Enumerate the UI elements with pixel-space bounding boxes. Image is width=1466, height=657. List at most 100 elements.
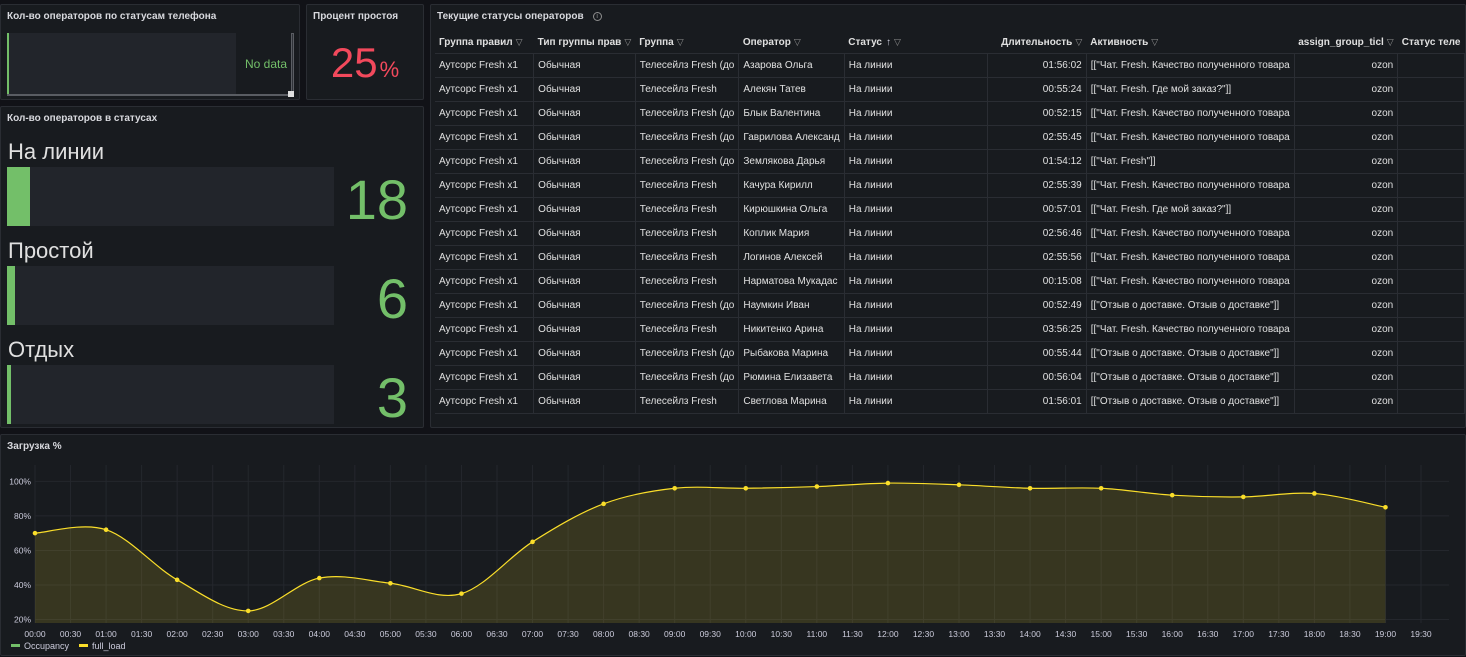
filter-icon[interactable]: ▽	[893, 37, 901, 48]
table-row[interactable]: Аутсорс Fresh x1 Обычная Телесейлз Fresh (…	[435, 365, 1465, 390]
table-cell: Аутсорс Fresh x1	[435, 197, 535, 222]
table-cell: Обычная	[533, 53, 636, 78]
panel-title[interactable]: Кол-во операторов в статусах	[7, 113, 158, 124]
table-row[interactable]: Аутсорс Fresh x1 Обычная Телесейлз Fresh Ал…	[435, 77, 1465, 102]
column-header[interactable]: Длительность ▽	[987, 33, 1087, 54]
series-line-full_load	[34, 482, 1386, 612]
filter-icon[interactable]: ▽	[624, 37, 632, 48]
panel-title[interactable]: Загрузка %	[7, 441, 62, 452]
info-icon[interactable]: i	[592, 12, 602, 21]
column-header[interactable]: Активность ▽	[1086, 33, 1295, 54]
filter-icon[interactable]: ▽	[676, 37, 684, 48]
table-cell: Нарматова Мукадас	[738, 269, 845, 294]
table-cell: На линии	[844, 101, 989, 126]
x-tick-label: 09:30	[700, 629, 722, 639]
table-cell: [["Отзыв о доставке. Отзыв о доставке"]]	[1086, 341, 1295, 366]
column-header[interactable]: Тип группы прав ▽	[533, 33, 636, 54]
table-cell: 02:55:56	[987, 245, 1087, 270]
legend-item[interactable]: Occupancy	[11, 641, 69, 651]
x-tick-label: 03:00	[238, 629, 260, 639]
gauge-value-idle: 6	[376, 267, 408, 330]
column-header[interactable]: Оператор ▽	[738, 33, 845, 54]
table-cell: Телесейлз Fresh (до	[635, 53, 740, 78]
operators-table: Группа правил ▽ Тип группы прав ▽ Группа ▽ Опе…	[435, 33, 1465, 421]
filter-icon[interactable]: ▽	[515, 37, 523, 48]
table-cell: 00:57:01	[987, 197, 1087, 222]
filter-icon[interactable]: ▽	[1151, 37, 1159, 48]
table-row[interactable]: Аутсорс Fresh x1 Обычная Телесейлз Fresh Ло…	[435, 245, 1465, 270]
x-tick-label: 11:30	[842, 629, 863, 639]
filter-icon[interactable]: ▽	[1386, 37, 1394, 48]
x-tick-label: 16:30	[1197, 629, 1219, 639]
table-cell: Коплик Мария	[738, 221, 845, 246]
table-cell: Блык Валентина	[738, 101, 845, 126]
gauge-label-idle: Простой	[8, 238, 94, 263]
load-chart[interactable]: 00:00 00:30 01:00 01:30 02:00 02:30 03:00 03:30…	[1, 435, 1466, 657]
table-row[interactable]: Аутсорс Fresh x1 Обычная Телесейлз Fresh (…	[435, 293, 1465, 318]
filter-icon[interactable]: ▽	[1075, 37, 1083, 48]
table-row[interactable]: Аутсорс Fresh x1 Обычная Телесейлз Fresh (…	[435, 149, 1465, 174]
table-row[interactable]: Аутсорс Fresh x1 Обычная Телесейлз Fresh (…	[435, 53, 1465, 78]
table-cell: ozon	[1294, 149, 1399, 174]
panel-title[interactable]: Кол-во операторов по статусам телефона	[7, 11, 217, 22]
data-point	[672, 485, 677, 491]
column-header-label: Статус	[848, 37, 882, 49]
x-tick-label: 04:30	[344, 629, 366, 639]
table-cell: На линии	[844, 221, 989, 246]
column-header[interactable]: assign_group_ticl ▽	[1294, 33, 1398, 54]
table-cell: [["Чат. Fresh. Качество полученного това…	[1086, 245, 1295, 270]
x-tick-label: 14:00	[1019, 629, 1041, 639]
table-cell	[1397, 317, 1465, 342]
table-cell: Алекян Татев	[738, 77, 845, 102]
legend-item[interactable]: full_load	[79, 641, 126, 651]
horizontal-scrollbar[interactable]	[7, 94, 289, 96]
table-cell: Обычная	[533, 317, 636, 342]
table-header-row: Группа правил ▽ Тип группы прав ▽ Группа ▽ Опе…	[435, 33, 1465, 54]
vertical-scrollbar[interactable]	[291, 33, 294, 95]
y-tick-label: 40%	[14, 580, 31, 590]
table-cell: ozon	[1294, 389, 1399, 414]
table-cell: [["Отзыв о доставке. Отзыв о доставке"]]	[1086, 389, 1295, 414]
legend-swatch	[79, 644, 89, 647]
column-header[interactable]: Группа правил ▽	[435, 33, 534, 54]
table-cell: Обычная	[533, 365, 636, 390]
data-point	[956, 482, 962, 488]
table-cell: Землякова Дарья	[738, 149, 845, 174]
column-header[interactable]: Статус ↑ ▽	[844, 33, 988, 54]
table-row[interactable]: Аутсорс Fresh x1 Обычная Телесейлз Fresh Ка…	[435, 173, 1465, 198]
y-tick-label: 60%	[14, 545, 31, 555]
table-cell	[1397, 389, 1465, 414]
gauge-bar-online	[7, 167, 334, 226]
x-tick-label: 13:00	[948, 629, 970, 639]
table-cell: Аутсорс Fresh x1	[435, 365, 535, 390]
table-cell: 01:54:12	[987, 149, 1087, 174]
table-row[interactable]: Аутсорс Fresh x1 Обычная Телесейлз Fresh На…	[435, 269, 1465, 294]
column-header[interactable]: Группа ▽	[635, 33, 739, 54]
sort-asc-icon[interactable]: ↑	[885, 37, 891, 49]
table-row[interactable]: Аутсорс Fresh x1 Обычная Телесейлз Fresh Ни…	[435, 317, 1465, 342]
panel-title[interactable]: Текущие статусы операторов i	[437, 11, 602, 22]
data-point	[885, 480, 891, 486]
table-cell: [["Чат. Fresh. Где мой заказ?"]]	[1086, 77, 1295, 102]
table-row[interactable]: Аутсорс Fresh x1 Обычная Телесейлз Fresh Ко…	[435, 221, 1465, 246]
table-cell: ozon	[1294, 293, 1399, 318]
x-tick-label: 10:00	[735, 629, 757, 639]
table-cell	[1397, 341, 1465, 366]
x-tick-label: 06:30	[486, 629, 508, 639]
table-row[interactable]: Аутсорс Fresh x1 Обычная Телесейлз Fresh (…	[435, 125, 1465, 150]
table-row[interactable]: Аутсорс Fresh x1 Обычная Телесейлз Fresh Св…	[435, 389, 1465, 414]
table-row[interactable]: Аутсорс Fresh x1 Обычная Телесейлз Fresh Ки…	[435, 197, 1465, 222]
x-tick-label: 17:00	[1233, 629, 1255, 639]
table-row[interactable]: Аутсорс Fresh x1 Обычная Телесейлз Fresh (…	[435, 341, 1465, 366]
table-row[interactable]: Аутсорс Fresh x1 Обычная Телесейлз Fresh (…	[435, 101, 1465, 126]
panel-title[interactable]: Процент простоя	[313, 11, 399, 22]
column-header-label: Тип группы прав	[537, 37, 622, 49]
data-point	[814, 484, 820, 489]
scroll-handle[interactable]	[288, 91, 294, 97]
x-tick-label: 19:00	[1375, 629, 1397, 639]
table-cell: 00:52:49	[987, 293, 1087, 318]
column-header[interactable]: Статус теле	[1397, 33, 1465, 54]
table-cell: ozon	[1294, 245, 1399, 270]
table-cell: [["Чат. Fresh"]]	[1086, 149, 1295, 174]
filter-icon[interactable]: ▽	[793, 37, 801, 48]
